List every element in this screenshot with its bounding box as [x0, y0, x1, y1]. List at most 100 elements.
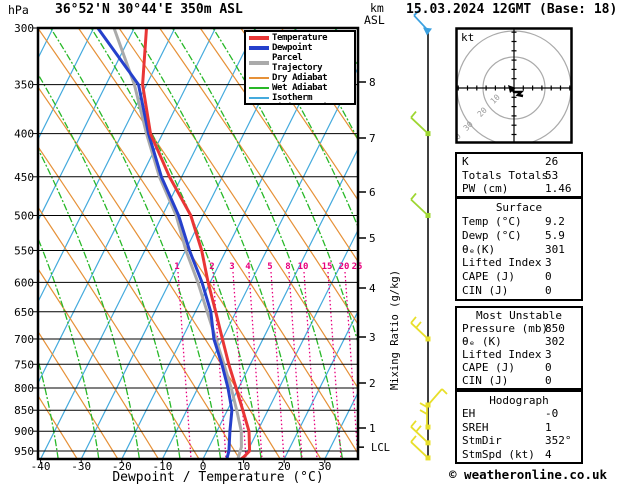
- temp-axis-title: Dewpoint / Temperature (°C): [112, 470, 323, 485]
- stats-row: Lifted Index 3: [457, 349, 581, 360]
- wind-barb-arrow: [423, 27, 432, 36]
- stats-row: K 26: [457, 156, 581, 167]
- stats-value: 352°: [545, 434, 572, 447]
- hodograph-unit-label: kt: [461, 31, 474, 44]
- km-tick-label: 7: [369, 132, 376, 145]
- stats-row: CAPE (J) 0: [457, 362, 581, 373]
- temperature-curve: [141, 28, 252, 459]
- pressure-tick-label: 450: [14, 171, 34, 184]
- stats-label: CAPE (J): [462, 270, 515, 284]
- parcel-trajectory-curve: [112, 28, 243, 459]
- stats-box-header: Surface: [495, 200, 543, 214]
- hodograph-ring-label: 40: [450, 132, 463, 145]
- stats-label: K: [462, 155, 469, 169]
- plot-background: [38, 28, 358, 459]
- copyright: © weatheronline.co.uk: [449, 467, 608, 482]
- wind-barb: [410, 435, 431, 461]
- height-axis-unit-km: km: [370, 1, 384, 15]
- mixing-ratio-label: 4: [245, 262, 251, 272]
- stats-value: 0: [545, 361, 552, 374]
- dry-adiabat-line: [38, 145, 241, 459]
- stats-label: StmDir: [462, 434, 502, 447]
- stats-value: 1.46: [545, 181, 572, 195]
- mixing-ratio-axis-title: Mixing Ratio (g/kg): [389, 270, 401, 390]
- legend-label: Isotherm: [272, 93, 313, 103]
- pressure-tick-label: 950: [14, 445, 34, 458]
- stats-box-header: Hodograph: [489, 393, 549, 407]
- mixing-ratio-label: 10: [298, 262, 309, 272]
- pressure-axis-unit: hPa: [8, 3, 29, 17]
- legend-item-dry-adiabat: Dry Adiabat: [249, 73, 354, 83]
- temp-tick-label: 20: [278, 460, 291, 473]
- mixing-ratio-line: [248, 271, 263, 459]
- legend-item-isotherm: Isotherm: [249, 93, 354, 103]
- stats-label: CAPE (J): [462, 361, 515, 374]
- stats-row: Dewp (°C) 5.9: [457, 230, 581, 241]
- stats-value: -0: [545, 407, 559, 420]
- km-tick-label: 1: [369, 422, 376, 435]
- km-tick-label: 8: [369, 76, 376, 89]
- temp-tick-label: -20: [112, 460, 132, 473]
- pressure-tick-label: 850: [14, 404, 34, 417]
- isotherm-line: [38, 28, 135, 222]
- hodograph-ring-label: 30: [462, 120, 475, 133]
- datetime-title: 15.03.2024 12GMT (Base: 18): [406, 2, 618, 17]
- legend-item-dewpoint: Dewpoint: [249, 43, 354, 53]
- stats-row: CIN (J) 0: [457, 375, 581, 386]
- wet-adiabat-line: [38, 357, 59, 459]
- stats-value: 0: [545, 270, 552, 284]
- dry-adiabat-line: [38, 28, 322, 459]
- stats-box-most-unstable: Most Unstable Pressure (mb) 850 θₑ (K) 302 Li…: [455, 306, 583, 390]
- wind-barb: [410, 192, 431, 218]
- wet-adiabat-line: [38, 236, 100, 459]
- stats-value: 0: [545, 284, 552, 298]
- isotherm-line: [202, 147, 358, 459]
- pressure-tick-label: 400: [14, 128, 34, 141]
- wet-adiabat-line: [171, 28, 344, 459]
- stats-row: Temp (°C) 9.2: [457, 216, 581, 227]
- stats-value: 302: [545, 335, 565, 348]
- legend-item-temperature: Temperature: [249, 33, 354, 43]
- pressure-tick-label: 300: [14, 22, 34, 35]
- stats-label: θₑ (K): [462, 335, 502, 348]
- stats-row: Totals Totals 53: [457, 170, 581, 181]
- legend-item-wet-adiabat: Wet Adiabat: [249, 83, 354, 93]
- stats-row: CAPE (J) 0: [457, 271, 581, 282]
- pressure-tick-label: 550: [14, 244, 34, 257]
- pressure-tick-label: 600: [14, 276, 34, 289]
- km-tick-label: 3: [369, 331, 376, 344]
- legend-swatch: [249, 77, 269, 79]
- mixing-ratio-line: [288, 271, 303, 459]
- km-tick-label: 5: [369, 232, 376, 245]
- dry-adiabat-line: [38, 267, 159, 459]
- pressure-tick-label: 800: [14, 382, 34, 395]
- stats-value: 4: [545, 447, 552, 461]
- temp-tick-label: -40: [31, 460, 51, 473]
- stats-row: EH -0: [457, 408, 581, 419]
- stats-label: θₑ(K): [462, 242, 496, 256]
- stats-label: Totals Totals: [462, 168, 549, 182]
- wet-adiabat-line: [90, 28, 262, 459]
- stats-label: Lifted Index: [462, 348, 542, 361]
- legend-item-parcel-trajectory: Parcel Trajectory: [249, 53, 354, 73]
- mixing-ratio-label: 5: [267, 262, 272, 272]
- legend-item-mixing-ratio: Mixing Ratio: [249, 103, 354, 105]
- legend-label: Dewpoint: [272, 43, 313, 53]
- wet-adiabat-line: [50, 28, 222, 459]
- stats-row: PW (cm) 1.46: [457, 183, 581, 194]
- temp-tick-label: -30: [71, 460, 91, 473]
- temp-tick-label: 0: [200, 460, 207, 473]
- legend-label: Dry Adiabat: [272, 73, 328, 83]
- legend-label: Parcel Trajectory: [272, 53, 323, 73]
- height-axis-unit-asl: ASL: [364, 13, 385, 27]
- legend-box: Temperature Dewpoint Parcel Trajectory Dry …: [244, 30, 356, 105]
- stats-label: Dewp (°C): [462, 228, 522, 242]
- stats-row: StmSpd (kt) 4: [457, 449, 581, 460]
- stats-row: CIN (J) 0: [457, 285, 581, 296]
- stats-row: Lifted Index 3: [457, 257, 581, 268]
- isotherm-line: [38, 28, 217, 385]
- pressure-tick-label: 350: [14, 79, 34, 92]
- pressure-tick-label: 750: [14, 358, 34, 371]
